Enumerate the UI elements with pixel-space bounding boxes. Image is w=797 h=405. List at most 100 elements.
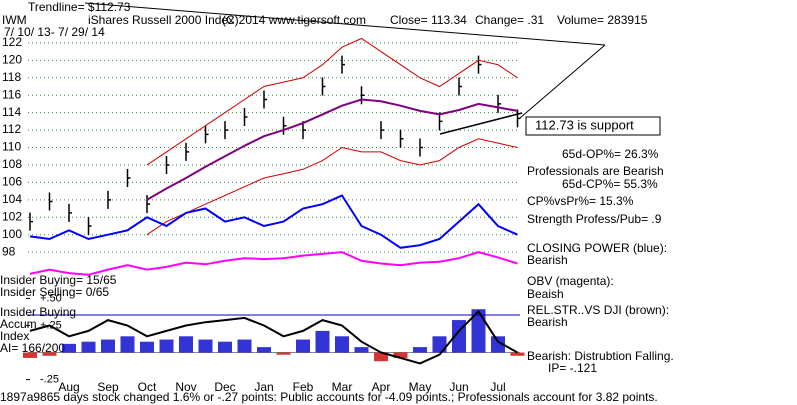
- y-tick-label: -.25: [40, 373, 59, 385]
- ai-bar: [257, 347, 271, 353]
- pointer-line: [519, 44, 606, 119]
- note: 65d-OP%= 26.3%: [562, 147, 659, 161]
- ai-bar: [179, 336, 193, 353]
- ai-bar: [198, 339, 213, 353]
- ticker: IWM: [2, 13, 27, 27]
- price-bar: [87, 216, 92, 235]
- series-line: [29, 194, 518, 249]
- ai-bar: [42, 352, 57, 356]
- ai-bar: [315, 330, 330, 353]
- ai-bar: [413, 347, 427, 353]
- x-tick-label: Jan: [254, 380, 273, 394]
- price-bar: [458, 77, 462, 96]
- ai-bar: [374, 352, 388, 362]
- footer: 1897a9865 days stock changed 1.6% or -.2…: [0, 390, 658, 404]
- price-bar: [107, 190, 111, 209]
- y-tick-label: +.50: [40, 292, 62, 304]
- x-tick-label: Oct: [138, 380, 157, 394]
- y-tick-label: 98: [2, 244, 16, 258]
- note: IP= -.121: [548, 361, 597, 375]
- ai-bar: [159, 339, 174, 353]
- ai-bar: [393, 352, 408, 358]
- note: CP%vsPr%= 15.3%: [527, 194, 634, 208]
- insider-note: Accum: [0, 317, 37, 331]
- ai-bar: [432, 336, 447, 353]
- insider-note: Insider Buying= 15/65: [0, 273, 117, 287]
- price-bar: [29, 212, 33, 231]
- ai-bar: [354, 347, 369, 353]
- y-tick-label: 110: [2, 140, 21, 154]
- y-tick-label: 100: [2, 227, 22, 241]
- price-bar: [146, 195, 150, 214]
- ai-bar: [276, 352, 291, 355]
- x-tick-label: Aug: [58, 380, 79, 394]
- trendline-label: Trendline= $112.73: [28, 0, 131, 14]
- ai-bar: [296, 339, 310, 353]
- price-bar: [165, 155, 170, 174]
- x-tick-label: Nov: [175, 380, 196, 394]
- price-bar: [224, 121, 228, 140]
- price-bar: [419, 138, 423, 157]
- trendline: [84, 2, 606, 46]
- price-bar: [185, 142, 189, 161]
- price-bar: [126, 169, 131, 188]
- note: Beaish: [527, 287, 564, 301]
- price-bar: [243, 107, 248, 126]
- chart-title: iShares Russell 2000 Index: [88, 13, 234, 27]
- support-label: 112.73 is support: [535, 117, 634, 132]
- insider-note: Insider Buying: [0, 305, 76, 319]
- y-tick-label: 106: [2, 175, 22, 189]
- support-box: [525, 116, 661, 136]
- series-line: [29, 251, 518, 276]
- note: 65d-CP%= 55.3%: [562, 177, 658, 191]
- price-bar: [399, 129, 404, 148]
- note: OBV (magenta):: [527, 274, 614, 288]
- copyright: (C)2014 www.tigersoft.com: [222, 13, 366, 27]
- ai-bar: [62, 343, 76, 353]
- x-tick-label: Jun: [449, 380, 468, 394]
- close: Close= 113.34: [390, 13, 467, 27]
- note: Professionals are Bearish: [527, 164, 664, 178]
- price-bar: [263, 90, 267, 109]
- ai-bar: [237, 339, 252, 353]
- y-tick-label: 122: [2, 35, 22, 49]
- ai-bar: [510, 352, 525, 356]
- note: Bearish: Distrubtion Falling.: [527, 349, 674, 363]
- price-bar: [321, 77, 326, 96]
- price-bar: [204, 125, 209, 144]
- price-bar: [282, 116, 287, 135]
- y-tick-label: 108: [2, 157, 22, 171]
- y-tick-label: 120: [2, 52, 22, 66]
- price-bar: [497, 94, 501, 113]
- change: Change= .31: [475, 13, 544, 27]
- note: REL.STR..VS DJI (brown):: [527, 303, 669, 317]
- price-bar: [341, 55, 345, 74]
- x-tick-label: Dec: [214, 380, 235, 394]
- insider-note: Insider Selling= 0/65: [0, 285, 109, 299]
- x-tick-label: Sep: [97, 380, 119, 394]
- note: CLOSING POWER (blue):: [527, 241, 667, 255]
- x-tick-label: May: [409, 380, 432, 394]
- ai-bar: [218, 341, 232, 353]
- x-tick-label: Apr: [372, 380, 391, 394]
- ai-bar: [335, 336, 349, 353]
- y-tick-label: 102: [2, 209, 22, 223]
- ai-bar: [491, 336, 505, 353]
- note: Bearish: [527, 315, 568, 329]
- volume: Volume= 283915: [557, 13, 648, 27]
- series-line: [146, 138, 518, 236]
- x-tick-label: Jul: [490, 380, 505, 394]
- y-tick-label: 118: [2, 70, 21, 84]
- price-bar: [477, 55, 482, 74]
- support-line: [439, 112, 523, 135]
- series-line: [29, 309, 518, 365]
- price-bar: [516, 109, 521, 128]
- ai-bar: [120, 336, 135, 353]
- insider-note: AI= 166/200: [0, 341, 65, 355]
- ai-bar: [140, 341, 154, 353]
- ai-bar: [23, 352, 37, 358]
- y-tick-label: 114: [2, 105, 21, 119]
- note: Strength Profess/Pub= .9: [527, 212, 662, 226]
- price-bar: [360, 86, 365, 105]
